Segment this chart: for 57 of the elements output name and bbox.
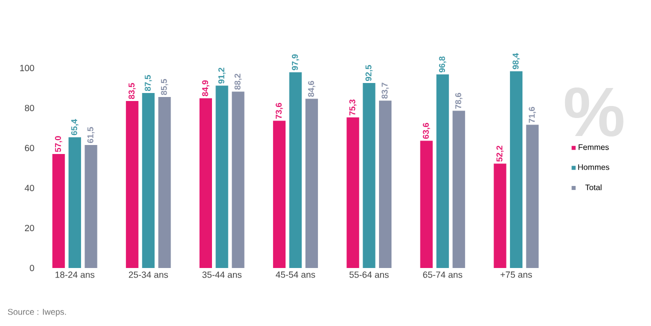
bar xyxy=(436,74,449,268)
data-label: 85,5 xyxy=(160,79,168,96)
data-label: 98,4 xyxy=(512,53,520,70)
data-label: 57,0 xyxy=(54,136,62,152)
data-label: 84,6 xyxy=(308,80,316,97)
bar xyxy=(142,92,155,268)
data-label: 96,8 xyxy=(439,56,446,72)
bar xyxy=(199,98,212,268)
bar xyxy=(216,86,228,268)
data-label: 52,2 xyxy=(496,146,504,162)
bar xyxy=(510,71,522,268)
x-tick-label: 45-54 ans xyxy=(276,272,316,278)
bar xyxy=(126,100,138,268)
data-label: 91,2 xyxy=(218,68,226,84)
bar xyxy=(362,82,376,268)
bar xyxy=(289,72,302,268)
x-tick-label: 25-34 ans xyxy=(128,272,168,278)
y-tick-label: 20 xyxy=(24,224,34,232)
data-label: 87,5 xyxy=(144,75,152,92)
x-tick-label: +75 ans xyxy=(500,272,532,278)
x-tick-label: 18-24 ans xyxy=(56,272,94,278)
bar xyxy=(232,92,244,268)
bar xyxy=(346,117,360,268)
data-label: 83,7 xyxy=(382,82,389,99)
x-tick-label: 35-44 ans xyxy=(202,272,242,278)
bar xyxy=(494,164,506,268)
bar xyxy=(420,140,433,268)
data-label: 61,5 xyxy=(87,127,95,143)
y-tick-label: 40 xyxy=(24,184,34,192)
y-tick-label: 0 xyxy=(30,264,34,272)
data-label: 65,4 xyxy=(71,119,78,136)
data-label: 71,6 xyxy=(528,106,536,123)
y-tick-label: 60 xyxy=(24,144,34,152)
data-label: 92,5 xyxy=(365,65,373,81)
y-axis-title: % xyxy=(564,87,624,137)
data-label: 63,6 xyxy=(422,122,430,139)
source-note: Source : Iweps. xyxy=(8,308,66,316)
bar xyxy=(68,137,82,268)
y-tick-label: 80 xyxy=(24,104,34,112)
x-tick-label: 65-74 ans xyxy=(423,272,462,278)
bar xyxy=(379,100,392,268)
data-label: 83,5 xyxy=(128,83,136,100)
data-label: 97,9 xyxy=(292,54,300,70)
x-tick-label: 55-64 ans xyxy=(349,272,389,278)
data-label: 88,2 xyxy=(234,74,242,90)
bar xyxy=(305,98,318,268)
bar xyxy=(158,96,171,268)
data-label: 75,3 xyxy=(349,100,356,116)
bar xyxy=(273,120,286,268)
data-label: 73,6 xyxy=(276,102,283,119)
bar xyxy=(84,144,98,268)
bar xyxy=(52,154,65,268)
data-label: 84,9 xyxy=(202,80,210,96)
bar xyxy=(452,110,466,268)
bar xyxy=(526,124,539,268)
y-tick-label: 100 xyxy=(20,64,34,72)
data-label: 78,6 xyxy=(455,92,462,109)
